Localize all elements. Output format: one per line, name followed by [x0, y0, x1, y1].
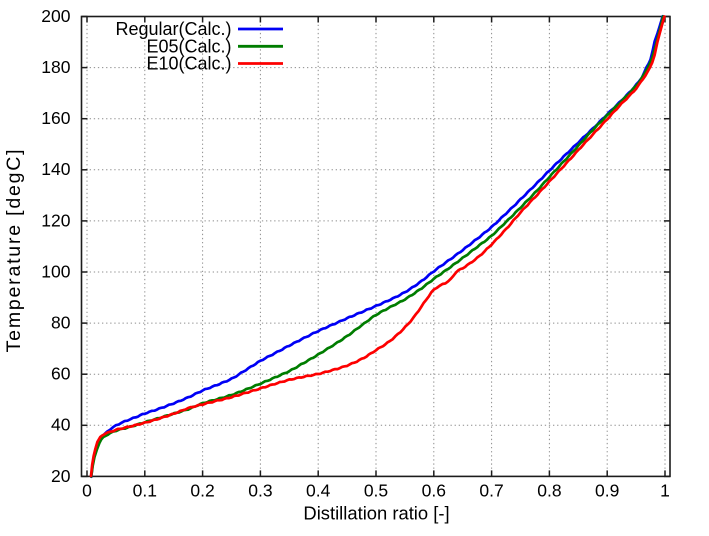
svg-text:80: 80 [51, 313, 71, 333]
svg-text:0.6: 0.6 [422, 481, 446, 501]
svg-text:E05(Calc.): E05(Calc.) [146, 36, 231, 56]
svg-text:0.7: 0.7 [479, 481, 503, 501]
svg-text:20: 20 [51, 466, 71, 486]
svg-text:Regular(Calc.): Regular(Calc.) [115, 19, 231, 39]
svg-text:0.9: 0.9 [595, 481, 619, 501]
svg-text:200: 200 [41, 6, 70, 26]
svg-text:160: 160 [41, 108, 70, 128]
svg-text:1: 1 [660, 481, 670, 501]
svg-text:100: 100 [41, 261, 70, 281]
svg-text:0.3: 0.3 [248, 481, 272, 501]
svg-text:Distillation ratio [-]: Distillation ratio [-] [303, 503, 449, 524]
svg-text:120: 120 [41, 210, 70, 230]
svg-text:140: 140 [41, 159, 70, 179]
svg-text:Temperature [degC]: Temperature [degC] [3, 148, 25, 353]
svg-text:40: 40 [51, 415, 71, 435]
svg-text:0.5: 0.5 [364, 481, 388, 501]
svg-text:0.4: 0.4 [306, 481, 331, 501]
svg-text:0.8: 0.8 [537, 481, 561, 501]
svg-text:0.1: 0.1 [133, 481, 157, 501]
svg-text:E10(Calc.): E10(Calc.) [146, 54, 231, 74]
svg-text:0.2: 0.2 [190, 481, 214, 501]
svg-text:180: 180 [41, 57, 70, 77]
svg-text:60: 60 [51, 364, 71, 384]
svg-text:0: 0 [82, 481, 92, 501]
